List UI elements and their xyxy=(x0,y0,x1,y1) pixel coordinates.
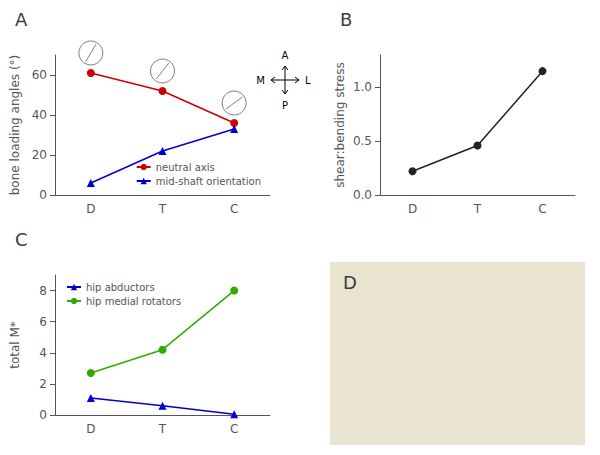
svg-text:A: A xyxy=(282,50,289,61)
svg-text:total M*: total M* xyxy=(8,321,22,369)
svg-text:bone loading angles (°): bone loading angles (°) xyxy=(8,55,22,196)
svg-text:0.0: 0.0 xyxy=(353,188,372,202)
svg-text:T: T xyxy=(158,202,167,216)
svg-text:mid-shaft orientation: mid-shaft orientation xyxy=(156,176,261,187)
svg-text:60: 60 xyxy=(32,68,47,82)
svg-text:A: A xyxy=(15,9,28,30)
svg-text:4: 4 xyxy=(39,346,47,360)
svg-text:P: P xyxy=(282,100,288,111)
svg-text:6: 6 xyxy=(39,315,47,329)
svg-text:D: D xyxy=(408,202,417,216)
svg-text:C: C xyxy=(538,202,546,216)
svg-text:M: M xyxy=(256,75,265,86)
svg-text:0: 0 xyxy=(39,408,47,422)
svg-text:shear:bending stress: shear:bending stress xyxy=(333,62,347,187)
svg-text:D: D xyxy=(343,272,357,293)
svg-text:20: 20 xyxy=(32,148,47,162)
svg-text:neutral axis: neutral axis xyxy=(156,162,215,173)
svg-text:C: C xyxy=(230,422,238,436)
svg-text:T: T xyxy=(158,422,167,436)
svg-text:0.5: 0.5 xyxy=(353,134,372,148)
svg-text:hip abductors: hip abductors xyxy=(86,282,155,293)
svg-text:40: 40 xyxy=(32,108,47,122)
svg-text:C: C xyxy=(15,229,28,250)
svg-text:B: B xyxy=(340,9,352,30)
svg-text:T: T xyxy=(473,202,482,216)
svg-text:C: C xyxy=(230,202,238,216)
svg-text:hip medial rotators: hip medial rotators xyxy=(86,296,181,307)
svg-text:1.0: 1.0 xyxy=(353,80,372,94)
svg-text:8: 8 xyxy=(39,284,47,298)
svg-text:L: L xyxy=(305,75,311,86)
svg-text:D: D xyxy=(86,202,95,216)
svg-text:D: D xyxy=(86,422,95,436)
svg-text:0: 0 xyxy=(39,188,47,202)
svg-text:2: 2 xyxy=(39,377,47,391)
